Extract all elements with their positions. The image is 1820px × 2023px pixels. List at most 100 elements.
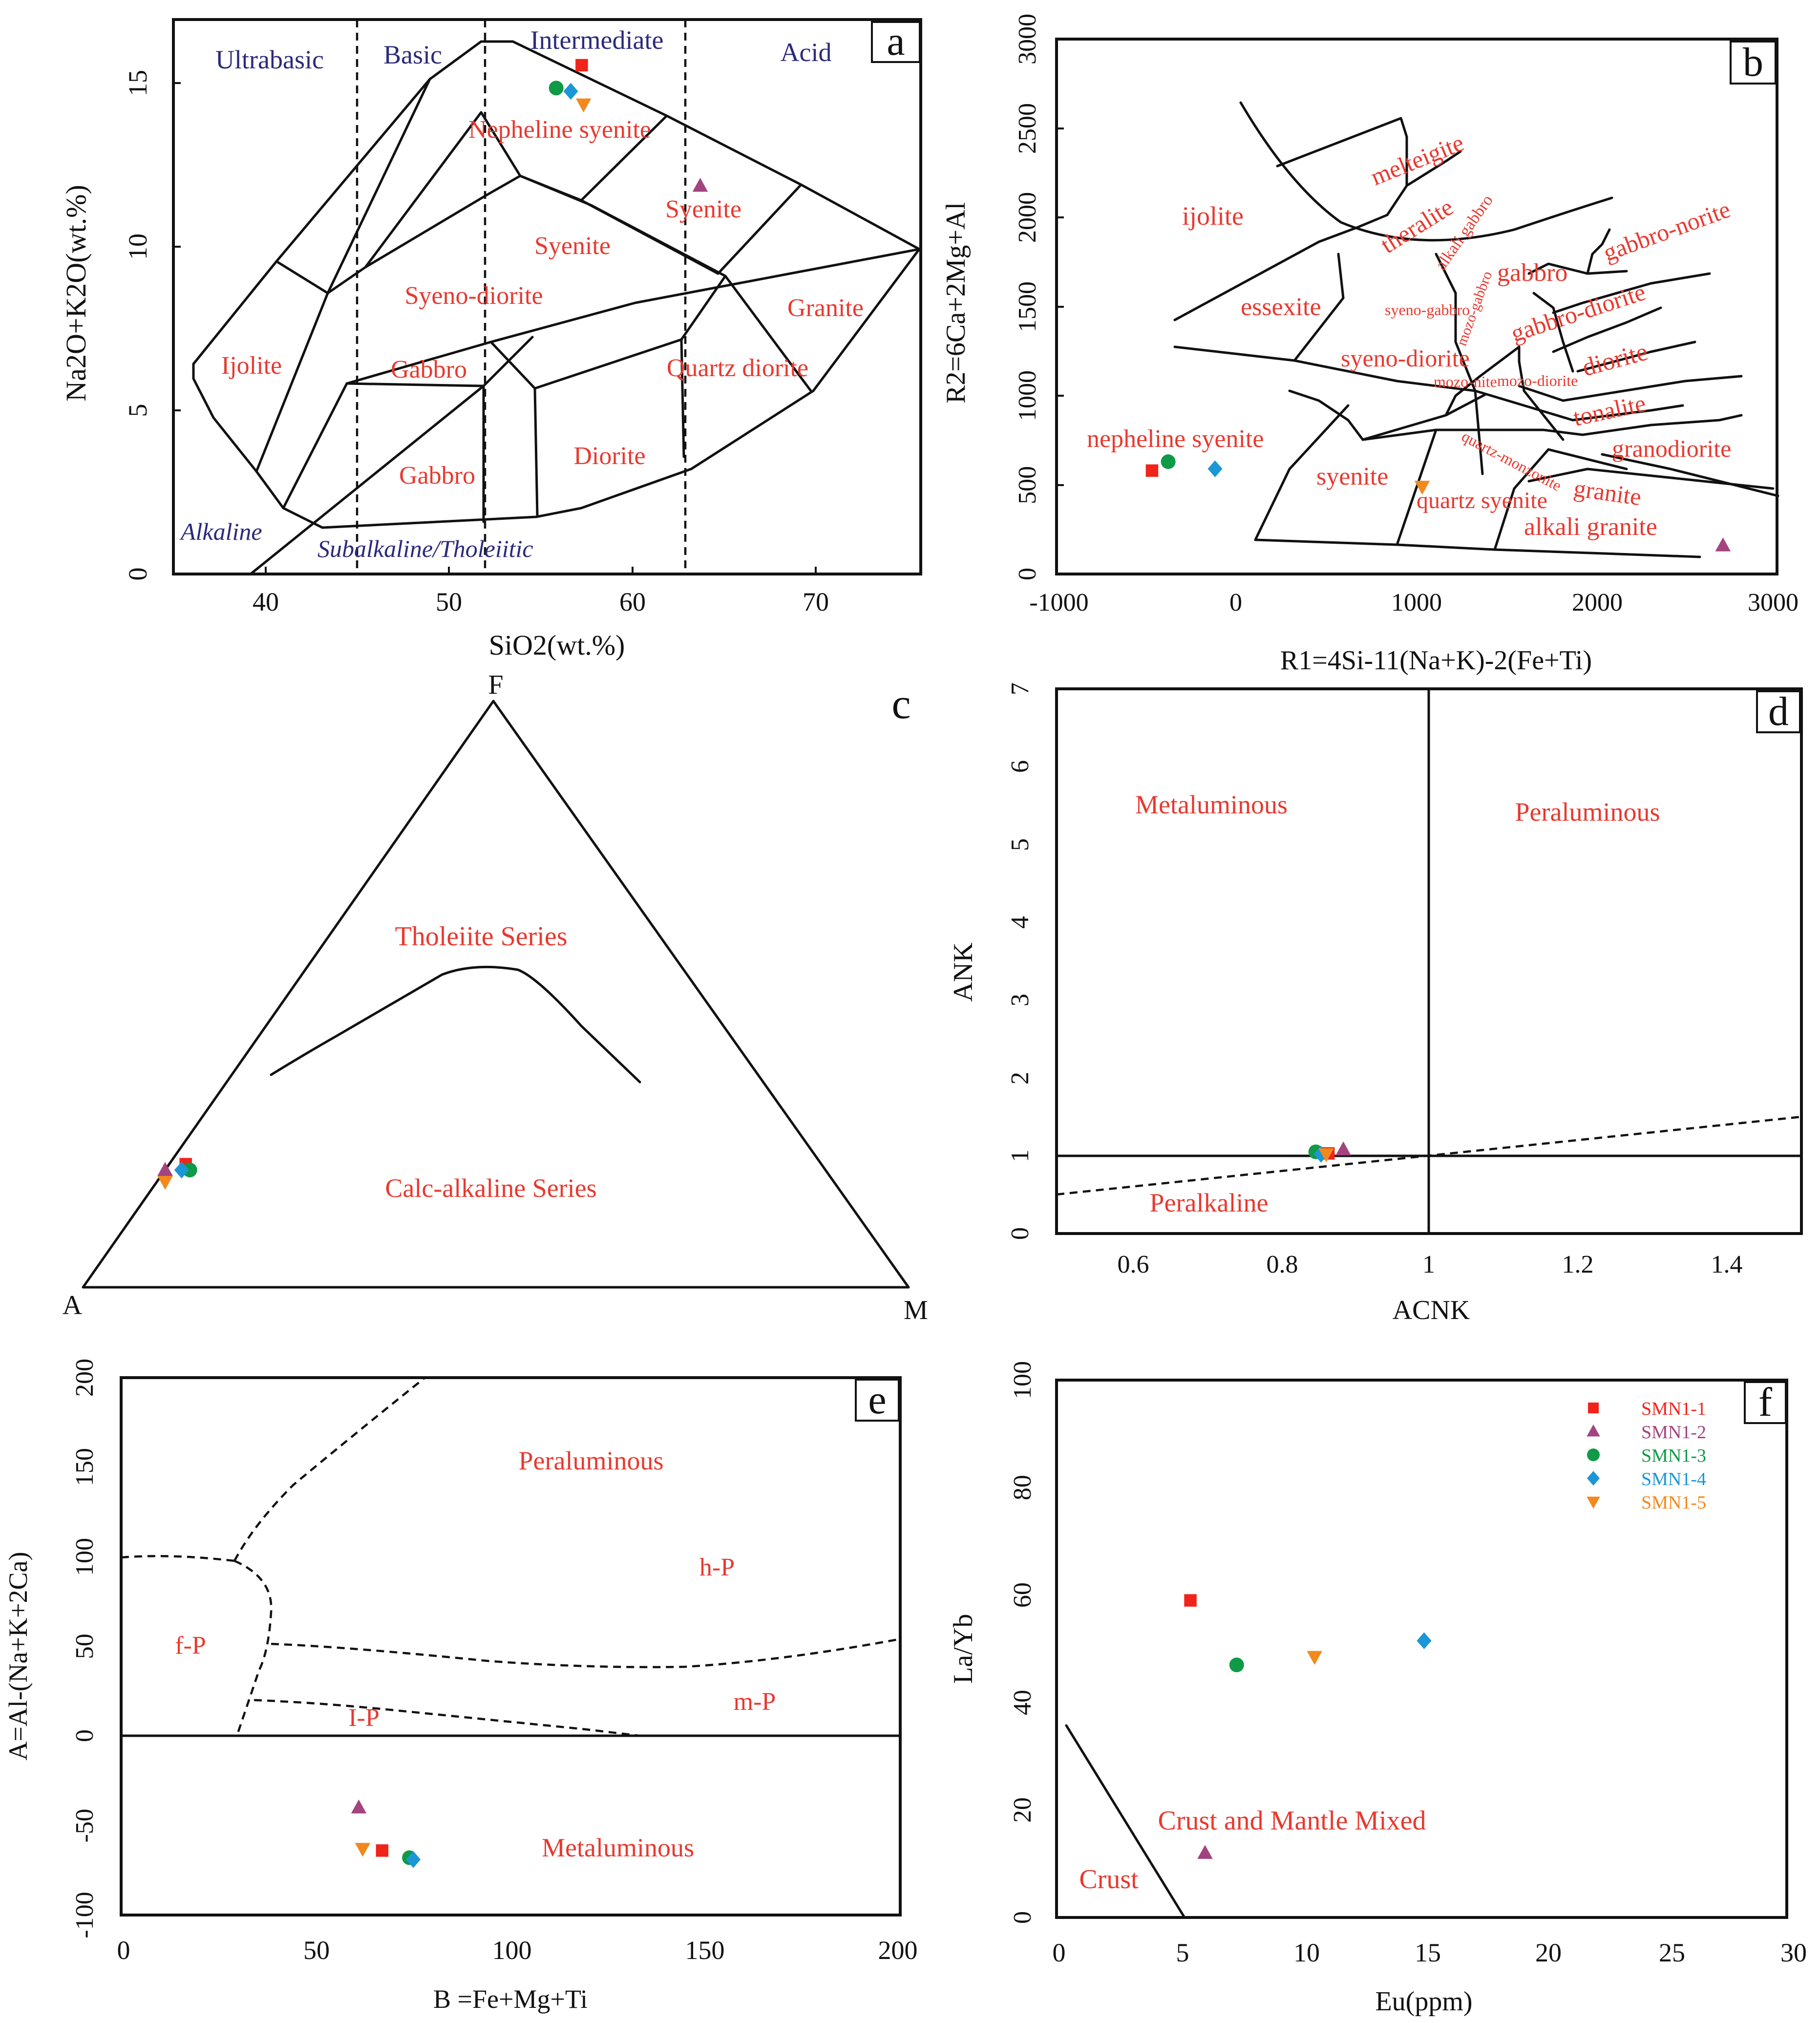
panel-a-ytick: 5	[123, 404, 152, 417]
legend-marker-smn1-4	[1587, 1471, 1600, 1486]
legend-marker-smn1-2	[1587, 1424, 1600, 1437]
panel-f: f 0 5 10 15 20 25 30 0 20 40 60 80 100 E…	[948, 1361, 1807, 2017]
panel-c-field: Tholeiite Series	[395, 921, 567, 952]
panel-f-ytick: 80	[1009, 1475, 1037, 1500]
panel-f-ytick: 100	[1009, 1361, 1037, 1399]
panel-d-field: Metaluminous	[1135, 790, 1288, 819]
panel-e-point-smn1-5	[355, 1843, 371, 1857]
panel-e-ytick: 200	[71, 1359, 99, 1397]
panel-f-point-smn1-1	[1184, 1594, 1197, 1607]
panel-f-xtick: 20	[1535, 1938, 1562, 1967]
panel-f-points	[1184, 1594, 1432, 1859]
panel-d-point-smn1-5	[1318, 1148, 1334, 1163]
panel-f-xtick: 5	[1176, 1938, 1189, 1967]
panel-f-ytick: 60	[1009, 1582, 1037, 1608]
panel-a-div-label: Basic	[383, 40, 442, 69]
panel-b-ticks	[1057, 38, 1064, 575]
panel-e-field: m-P	[734, 1688, 776, 1716]
panel-b-xtick: 0	[1229, 589, 1242, 617]
panel-a-point-smn1-5	[575, 98, 592, 113]
panel-a-ytick: 10	[123, 234, 152, 260]
panel-a-field: Syeno-diorite	[404, 282, 543, 310]
panel-b-field: tonalite	[1571, 389, 1648, 431]
legend-label: SMN1-3	[1641, 1446, 1706, 1466]
panel-b-field: syenite	[1316, 463, 1388, 490]
panel-e-ytick: 150	[71, 1448, 99, 1486]
panel-c: F A M c Tholeiite Series Calc-alkaline S…	[63, 670, 928, 1325]
panel-b-field: nepheline syenite	[1087, 425, 1264, 453]
legend-marker-smn1-3	[1587, 1448, 1600, 1461]
panel-e-ylabel: A=Al-(Na+K+2Ca)	[3, 1552, 33, 1760]
panel-b-ytick: 2000	[1014, 192, 1041, 243]
panel-d-xtick: 1.2	[1562, 1251, 1594, 1278]
panel-a-ticks	[173, 82, 817, 575]
panel-e-ytick: 100	[71, 1538, 99, 1576]
panel-f-xtick: 30	[1780, 1938, 1807, 1967]
panel-a-series-label: Alkaline	[179, 518, 262, 545]
panel-b-ylabel: R2=6Ca+2Mg+Al	[941, 202, 971, 404]
panel-d-ytick: 3	[1006, 994, 1034, 1006]
panel-c-vertex-m: M	[904, 1295, 928, 1325]
panel-e-field: I-P	[348, 1704, 380, 1732]
panel-a-field: Quartz diorite	[667, 354, 808, 382]
panel-a-letter: a	[887, 19, 905, 64]
panel-f-letter-box	[1744, 1381, 1787, 1424]
panel-f-xlabel: Eu(ppm)	[1375, 1986, 1472, 2017]
panel-b-field: diorite	[1579, 338, 1651, 382]
legend-marker-smn1-1	[1587, 1402, 1599, 1414]
panel-b-ytick: 500	[1014, 466, 1041, 504]
panel-b-ytick: 2500	[1014, 103, 1041, 154]
panel-c-field: Calc-alkaline Series	[385, 1173, 596, 1203]
panel-f-letter: f	[1758, 1380, 1772, 1425]
panel-a-xtick: 50	[436, 587, 462, 617]
panel-c-points	[157, 1158, 197, 1190]
panel-b-field: gabbro-norite	[1600, 195, 1734, 267]
panel-a-series-label: Subalkaline/Tholeiitic	[317, 535, 533, 562]
panel-f-ytick: 40	[1009, 1690, 1037, 1715]
panel-b-field: essexite	[1241, 293, 1321, 321]
panel-b-ytick: 3000	[1014, 14, 1041, 64]
panel-c-point-smn1-3	[182, 1163, 197, 1177]
panel-a-field: Ijolite	[221, 352, 282, 380]
panel-d-ytick: 1	[1006, 1150, 1034, 1162]
legend-marker-smn1-5	[1587, 1496, 1600, 1509]
panel-b-points	[1145, 454, 1731, 552]
panel-f-point-smn1-2	[1197, 1845, 1213, 1859]
panel-a-point-smn1-3	[549, 81, 564, 96]
panel-d-points	[1308, 1141, 1351, 1163]
panel-e-points	[351, 1799, 421, 1868]
panel-d-xtick: 0.8	[1267, 1251, 1298, 1278]
panel-b-field: mozo-diorite	[1497, 372, 1578, 389]
panel-f-xtick: 10	[1293, 1938, 1320, 1967]
panel-f-xtick: 0	[1053, 1938, 1066, 1967]
panel-b-field: quartz syenite	[1417, 488, 1547, 513]
panel-b-ytick: 1500	[1014, 281, 1041, 332]
panel-b-field: syeno-gabbro	[1385, 301, 1470, 319]
panel-e-point-smn1-1	[376, 1844, 389, 1857]
panel-b-xtick: 1000	[1391, 589, 1442, 617]
panel-a-div-label: Intermediate	[530, 25, 664, 55]
panel-a: a 4	[60, 18, 922, 661]
panel-d-ytick: 6	[1006, 760, 1034, 773]
panel-f-xtick: 15	[1415, 1938, 1441, 1967]
panel-b-point-smn1-2	[1715, 537, 1731, 552]
panel-e-xtick: 200	[878, 1936, 918, 1965]
panel-c-letter: c	[891, 681, 910, 728]
panel-b-field: quartz-monzonite	[1459, 427, 1565, 494]
panel-d-field: Peralkaline	[1150, 1188, 1269, 1217]
panel-b-xtick: 2000	[1572, 589, 1623, 617]
panel-f-point-smn1-4	[1417, 1632, 1432, 1649]
legend-label: SMN1-2	[1641, 1422, 1706, 1443]
panel-b-field: gabbro	[1497, 259, 1567, 287]
panel-e-boundaries	[121, 1377, 901, 1737]
panel-d-ytick: 7	[1006, 682, 1034, 695]
panel-f-ytick: 20	[1009, 1797, 1037, 1823]
panel-a-field: Syenite	[665, 195, 741, 223]
panel-c-point-smn1-2	[157, 1162, 173, 1176]
panel-c-vertex-f: F	[488, 670, 503, 700]
panel-c-vertex-a: A	[63, 1290, 83, 1320]
panel-c-boundary	[270, 965, 641, 1084]
panel-e-letter-box	[855, 1379, 900, 1422]
